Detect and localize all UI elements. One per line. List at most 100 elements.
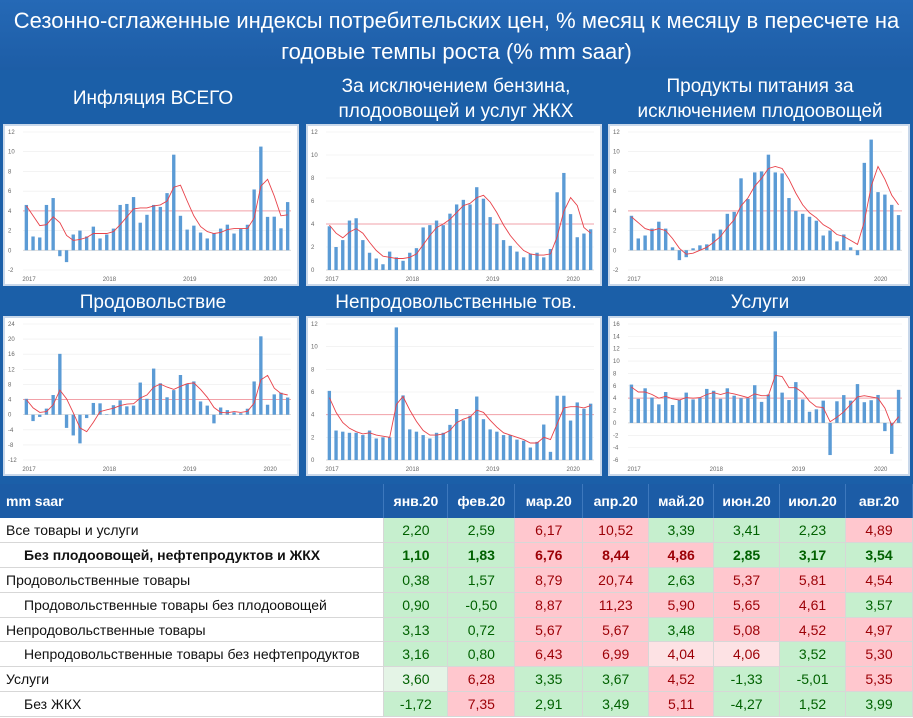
chart-bar	[31, 236, 35, 251]
x-tick-label: 2020	[567, 467, 581, 473]
table-cell: 10,52	[582, 518, 650, 544]
chart-bar	[341, 240, 345, 270]
table-cell: -4,27	[713, 691, 781, 717]
y-tick-label: 10	[613, 359, 620, 365]
chart-bar	[239, 228, 243, 251]
y-tick-label: 12	[311, 322, 318, 328]
y-tick-label: 12	[613, 130, 620, 136]
table-cell: 3,41	[713, 518, 781, 544]
chart-bar	[454, 409, 459, 460]
table-header-cell: мар.20	[514, 484, 584, 518]
chart-bar	[876, 192, 880, 251]
trend-line	[329, 194, 591, 259]
chart-bar	[38, 414, 42, 417]
table-cell: 3,67	[582, 666, 650, 693]
table-cell: 5,35	[845, 666, 913, 693]
chart-bar	[883, 422, 887, 432]
page-title: Сезонно-сглаженные индексы потребительск…	[0, 0, 913, 70]
y-tick-label: 10	[613, 150, 620, 156]
chart-bar	[670, 404, 675, 423]
y-tick-label: 6	[613, 384, 617, 390]
table-cell: 0,72	[447, 617, 516, 643]
chart-bar	[821, 235, 825, 251]
chart-title-inflation-total: Инфляция ВСЕГО	[72, 88, 234, 109]
chart-bar	[869, 139, 873, 251]
row-label: Непродовольственные товары без нефтепрод…	[0, 641, 385, 668]
y-tick-label: 0	[613, 421, 617, 427]
chart-bar	[698, 397, 702, 423]
table-cell: 3,60	[383, 666, 449, 693]
chart-bar	[58, 250, 62, 257]
chart-bar	[718, 229, 723, 251]
table-cell: 4,61	[779, 592, 847, 618]
chart-bar	[528, 447, 533, 460]
chart-bar	[739, 178, 743, 251]
y-tick-label: 4	[8, 398, 12, 404]
chart-bar	[515, 439, 519, 460]
x-tick-label: 2018	[103, 277, 117, 283]
y-tick-label: 20	[8, 337, 15, 343]
chart-bar	[468, 415, 472, 460]
chart-bar	[327, 390, 332, 460]
chart-bar	[421, 227, 425, 270]
table-cell: 5,67	[514, 617, 584, 643]
x-tick-label: 2020	[264, 277, 278, 283]
chart-bar	[821, 400, 825, 423]
chart-bar	[732, 211, 736, 251]
chart-bar	[711, 390, 716, 423]
table-header-cell: июн.20	[713, 484, 781, 518]
chart-nonfood: 12 10 8 6 4 2 0 2017 2018 2019 2020	[306, 316, 602, 476]
chart-bar	[131, 197, 136, 251]
table-cell: 3,57	[845, 592, 913, 618]
chart-bar	[773, 331, 777, 423]
chart-bar	[780, 173, 784, 251]
chart-bar	[232, 233, 236, 251]
chart-bar	[138, 222, 142, 251]
table-cell: 0,90	[383, 592, 449, 618]
y-tick-label: 8	[311, 176, 315, 182]
chart-bar	[165, 397, 169, 415]
chart-svg: 24 20 16 12 8 4 0 -4 -8 -12 2017 2018 2019 2020	[8, 322, 291, 473]
chart-bar	[225, 224, 230, 251]
chart-bar	[521, 440, 526, 460]
y-tick-label: 8	[8, 382, 12, 388]
y-tick-label: 16	[8, 352, 15, 358]
chart-bar	[125, 203, 129, 251]
chart-bar	[158, 206, 163, 251]
table-cell: 3,13	[383, 617, 449, 643]
chart-bar	[239, 413, 243, 415]
y-tick-label: -6	[613, 458, 619, 464]
y-tick-label: 4	[311, 413, 315, 419]
y-tick-label: 14	[613, 334, 620, 340]
chart-svg: 12 10 8 6 4 2 0 2017 2018 2019 2020	[311, 130, 594, 283]
chart-bar	[98, 238, 102, 251]
x-tick-label: 2017	[22, 467, 36, 473]
chart-bar	[31, 414, 35, 422]
table-cell: 1,83	[447, 542, 516, 569]
chart-services: 16 14 12 10 8 6 4 2 0 -2 -4 -6 2017 2018 2019 2020	[608, 316, 910, 476]
chart-bar	[71, 234, 75, 251]
chart-bar	[663, 228, 668, 251]
table-cell: -1,33	[713, 666, 781, 693]
chart-bar	[428, 225, 432, 270]
chart-bar	[434, 220, 439, 270]
y-tick-label: 6	[613, 189, 617, 195]
y-tick-label: 8	[613, 371, 617, 377]
chart-bar	[588, 229, 593, 270]
y-tick-label: -4	[613, 446, 619, 452]
chart-bar	[481, 198, 486, 270]
table-cell: 7,35	[447, 691, 516, 717]
chart-bar	[643, 235, 647, 251]
chart-bar	[794, 382, 798, 423]
chart-bar	[481, 419, 486, 460]
table-cell: 8,44	[582, 542, 650, 569]
chart-bar	[501, 240, 506, 270]
chart-bar	[125, 406, 129, 415]
chart-bar	[582, 233, 586, 270]
chart-inflation-total: 12 10 8 6 4 2 0 -2 2017 2018 2019 2020	[3, 124, 299, 286]
chart-bar	[691, 248, 695, 251]
chart-bar	[657, 221, 661, 251]
table-row: Без ЖКХ -1,72 7,35 2,91 3,49 5,11 -4,27 1,52 3,9…	[0, 691, 913, 717]
chart-bar	[347, 432, 352, 460]
table-cell: 6,17	[514, 518, 584, 544]
